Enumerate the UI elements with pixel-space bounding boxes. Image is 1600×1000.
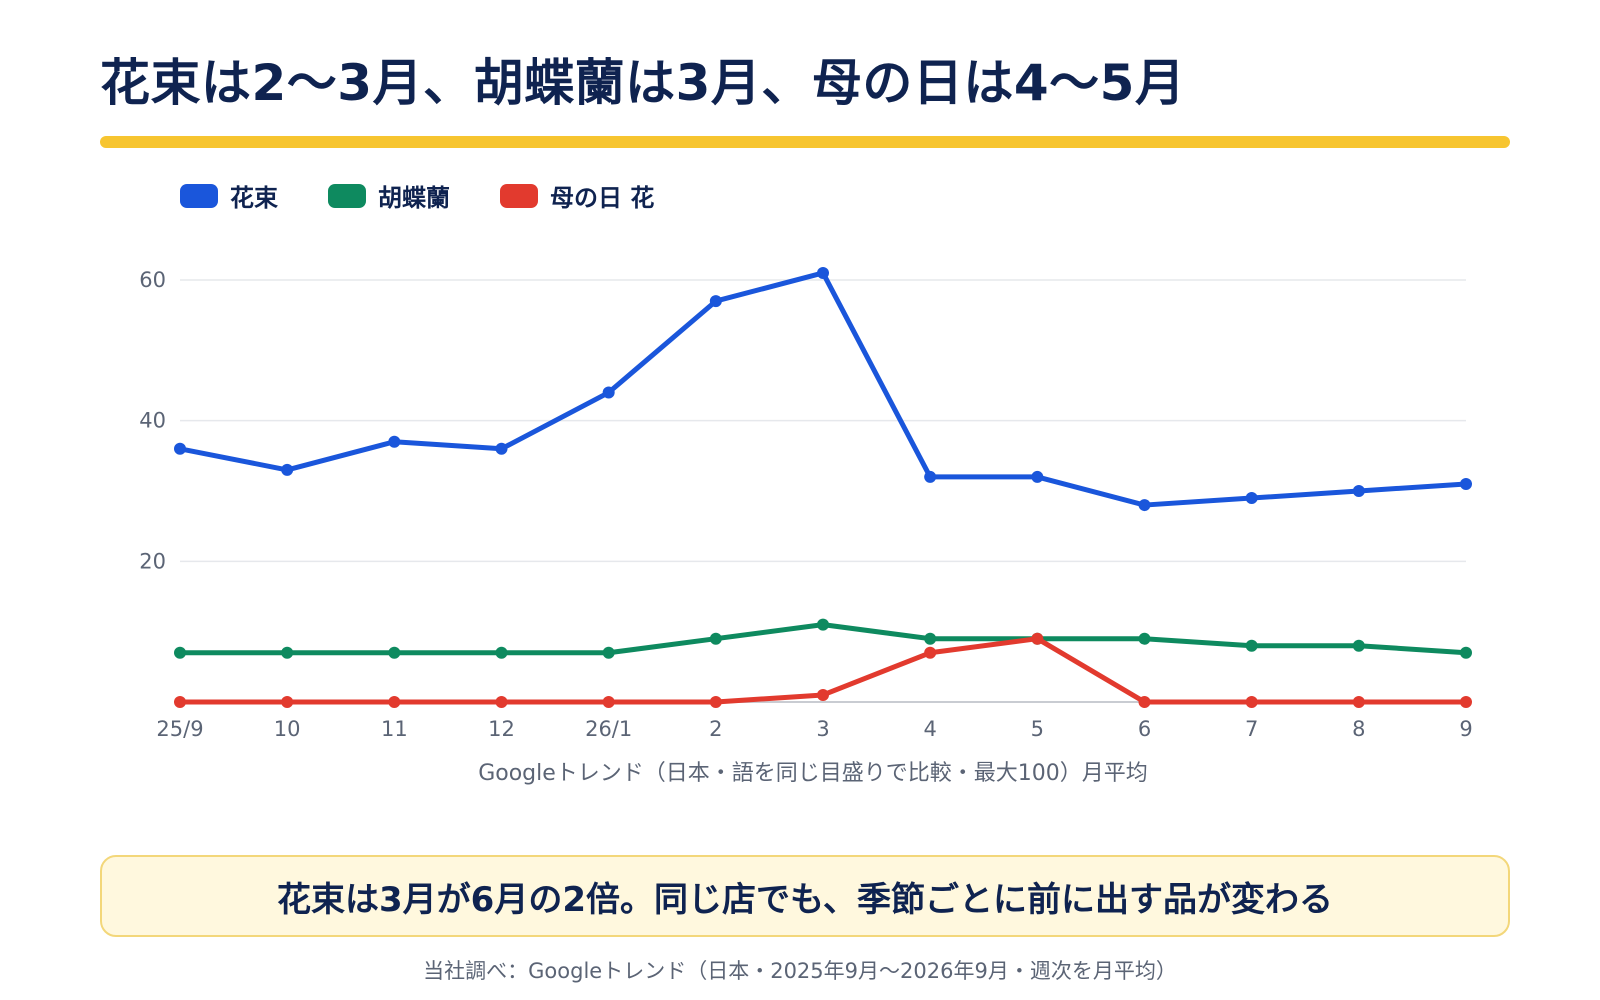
- y-tick-label: 40: [139, 409, 166, 433]
- x-tick-label: 2: [709, 717, 722, 741]
- series-2: [174, 632, 1472, 708]
- data-point: [388, 435, 401, 448]
- x-tick-label: 6: [1138, 717, 1151, 741]
- legend-swatch-mothers-day: [500, 183, 538, 208]
- legend-swatch-bouquet: [180, 183, 218, 208]
- data-point: [281, 463, 294, 476]
- data-point: [174, 696, 186, 708]
- legend-item-bouquet: 花束: [180, 178, 278, 213]
- data-point: [1352, 639, 1365, 652]
- data-point: [817, 618, 829, 631]
- legend-swatch-orchid: [328, 183, 366, 208]
- data-point: [817, 688, 829, 701]
- data-point: [817, 266, 829, 279]
- data-point: [924, 646, 937, 659]
- grid-lines: [180, 279, 1466, 703]
- source-note: 当社調べ：Googleトレンド（日本・2025年9月〜2026年9月・週次を月平…: [423, 959, 1177, 983]
- data-point: [495, 696, 508, 708]
- series-line: [177, 270, 1469, 508]
- x-tick-label: 3: [816, 717, 829, 741]
- data-point: [1138, 696, 1151, 708]
- series-lines: [174, 266, 1472, 708]
- x-tick-label: 25/9: [156, 717, 203, 741]
- y-tick-label: 60: [139, 268, 166, 292]
- line-chart: 20 40 60 25/9 10 11 12 26/1 2 3 4 5 6 7 8 9 Googleトレンド…: [139, 266, 1473, 786]
- data-point: [1138, 499, 1151, 512]
- data-point: [602, 646, 615, 659]
- x-tick-label: 9: [1459, 717, 1472, 741]
- data-point: [495, 646, 508, 659]
- title-underline: [100, 136, 1510, 148]
- x-axis-label: Googleトレンド（日本・語を同じ目盛りで比較・最大100）月平均: [478, 761, 1148, 786]
- legend-label-orchid: 胡蝶蘭: [378, 184, 450, 212]
- data-point: [924, 632, 937, 645]
- series-1: [174, 618, 1472, 659]
- data-point: [1352, 485, 1365, 497]
- data-point: [924, 470, 937, 483]
- data-point: [602, 696, 615, 708]
- data-point: [495, 442, 508, 455]
- series-0: [174, 266, 1472, 512]
- data-point: [1031, 470, 1044, 483]
- data-point: [1460, 696, 1472, 708]
- data-point: [709, 632, 722, 645]
- legend-label-bouquet: 花束: [230, 184, 278, 212]
- x-tick-label: 7: [1245, 717, 1258, 741]
- x-tick-label: 8: [1352, 717, 1365, 741]
- data-point: [281, 646, 294, 659]
- x-tick-label: 10: [274, 717, 301, 741]
- legend-item-mothers-day: 母の日 花: [500, 178, 654, 213]
- legend: 花束 胡蝶蘭 母の日 花: [180, 178, 654, 213]
- data-point: [1245, 639, 1258, 652]
- y-axis-ticks: 20 40 60: [139, 268, 166, 573]
- data-point: [1245, 696, 1258, 708]
- x-tick-label: 5: [1031, 717, 1044, 741]
- data-point: [174, 442, 186, 455]
- y-tick-label: 20: [139, 549, 166, 573]
- data-point: [1460, 646, 1472, 659]
- x-tick-label: 26/1: [585, 717, 632, 741]
- legend-label-mothers-day: 母の日 花: [550, 184, 655, 212]
- data-point: [1138, 632, 1151, 645]
- data-point: [709, 696, 722, 708]
- x-tick-label: 4: [923, 717, 936, 741]
- x-tick-label: 11: [381, 717, 408, 741]
- data-point: [174, 646, 186, 659]
- data-point: [1245, 492, 1258, 505]
- data-point: [1031, 632, 1044, 645]
- data-point: [388, 646, 401, 659]
- x-tick-label: 12: [488, 717, 515, 741]
- legend-item-orchid: 胡蝶蘭: [328, 178, 450, 213]
- takeaway-callout: 花束は3月が6月の2倍。同じ店でも、季節ごとに前に出す品が変わる: [100, 855, 1510, 937]
- x-axis-ticks: 25/9 10 11 12 26/1 2 3 4 5 6 7 8 9: [156, 717, 1472, 741]
- takeaway-text: 花束は3月が6月の2倍。同じ店でも、季節ごとに前に出す品が変わる: [277, 879, 1333, 920]
- data-point: [602, 386, 615, 399]
- data-point: [709, 295, 722, 308]
- data-point: [281, 696, 294, 708]
- chart-title: 花束は2〜3月、胡蝶蘭は3月、母の日は4〜5月: [100, 54, 1186, 112]
- data-point: [388, 696, 401, 708]
- data-point: [1352, 696, 1365, 708]
- data-point: [1460, 477, 1472, 490]
